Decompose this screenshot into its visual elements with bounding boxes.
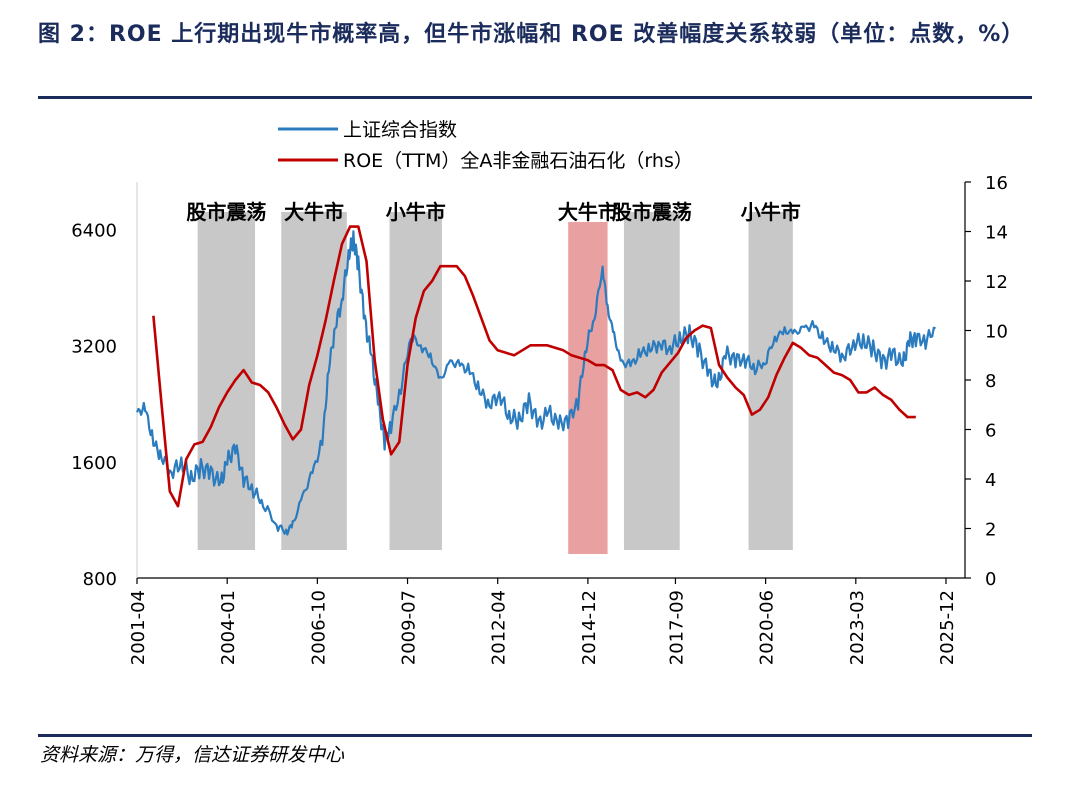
left-y-tick-label-1: 1600 <box>71 453 117 474</box>
right-y-tick-label-7: 14 <box>985 223 1008 244</box>
region-label-3: 大牛市 <box>558 200 618 224</box>
series-line-0 <box>135 230 936 536</box>
right-y-tick-label-5: 10 <box>985 322 1008 343</box>
x-tick-label-5: 2014-12 <box>579 590 600 665</box>
x-tick-label-9: 2025-12 <box>937 590 958 665</box>
legend-label-0: 上证综合指数 <box>343 119 457 141</box>
top-divider <box>38 96 1032 99</box>
source-note: 资料来源：万得，信达证券研发中心 <box>40 744 345 766</box>
region-label-2: 小牛市 <box>386 200 446 224</box>
left-y-tick-label-2: 3200 <box>71 337 117 358</box>
x-tick-label-4: 2012-04 <box>489 590 510 665</box>
x-tick-label-6: 2017-09 <box>666 590 687 665</box>
region-band-0 <box>197 212 256 550</box>
region-label-4: 股市震荡 <box>612 200 692 224</box>
bottom-divider <box>38 734 1032 737</box>
right-y-tick-label-2: 4 <box>985 470 996 491</box>
right-y-tick-label-4: 8 <box>985 371 996 392</box>
right-y-tick-label-8: 16 <box>985 173 1008 194</box>
axes-layer: 2001-04 2004-01 2006-10 2009-07 2012-04 2014-… <box>71 173 1008 665</box>
x-tick-label-0: 2001-04 <box>128 590 149 665</box>
left-y-tick-label-0: 800 <box>83 569 117 590</box>
regions-layer <box>197 212 793 554</box>
legend-label-1: ROE（TTM）全A非金融石油石化（rhs） <box>343 150 693 172</box>
legend: 上证综合指数 ROE（TTM）全A非金融石油石化（rhs） <box>278 119 693 172</box>
right-y-tick-label-0: 0 <box>985 569 996 590</box>
right-y-tick-label-6: 12 <box>985 272 1008 293</box>
x-tick-label-2: 2006-10 <box>308 590 329 665</box>
x-tick-label-8: 2023-03 <box>847 590 868 665</box>
region-label-5: 小牛市 <box>741 200 801 224</box>
x-tick-label-7: 2020-06 <box>757 590 778 665</box>
left-y-tick-label-3: 6400 <box>71 221 117 242</box>
region-label-0: 股市震荡 <box>186 200 266 224</box>
right-y-tick-label-3: 6 <box>985 421 996 442</box>
region-band-4 <box>623 212 680 550</box>
region-band-5 <box>748 212 793 550</box>
x-tick-label-1: 2004-01 <box>218 590 239 665</box>
lines-layer <box>135 225 936 536</box>
chart-title: 图 2：ROE 上行期出现牛市概率高，但牛市涨幅和 ROE 改善幅度关系较弱（单… <box>38 22 1025 47</box>
region-band-2 <box>389 212 442 550</box>
dual-axis-line-chart: 2001-04 2004-01 2006-10 2009-07 2012-04 2014-… <box>71 119 1008 665</box>
region-label-1: 大牛市 <box>284 200 344 224</box>
right-y-tick-label-1: 2 <box>985 520 996 541</box>
series-line-1 <box>152 225 916 508</box>
x-tick-label-3: 2009-07 <box>399 590 420 665</box>
